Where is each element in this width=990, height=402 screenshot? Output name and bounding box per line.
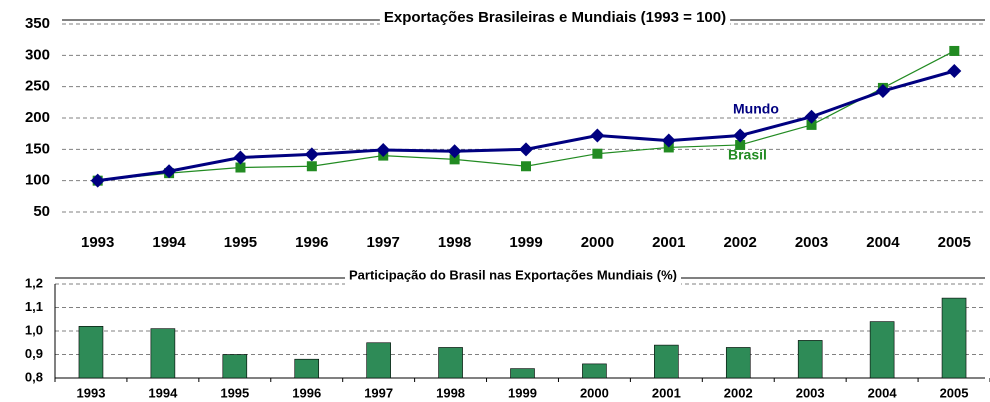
- x-tick-label: 2003: [795, 234, 828, 251]
- marker: [519, 142, 533, 157]
- y-tick-label: 150: [25, 140, 50, 157]
- bar: [366, 342, 391, 379]
- y-tick-label: 350: [25, 15, 50, 32]
- marker: [376, 142, 391, 157]
- marker: [447, 144, 462, 159]
- marker: [949, 45, 960, 56]
- marker: [449, 154, 460, 165]
- marker: [90, 173, 105, 188]
- chart-title: Participação do Brasil nas Exportações M…: [349, 267, 677, 282]
- marker: [304, 147, 319, 162]
- x-tick-label: 1995: [224, 234, 257, 251]
- bar: [150, 328, 176, 379]
- x-tick-label: 2001: [652, 385, 681, 400]
- x-tick-label: 1997: [364, 385, 393, 400]
- bar: [582, 363, 607, 379]
- series-label: Mundo: [733, 101, 779, 117]
- marker: [306, 161, 317, 172]
- marker: [947, 64, 962, 78]
- x-tick-label: 2003: [796, 385, 825, 400]
- marker: [661, 133, 676, 148]
- y-tick-label: 1,2: [25, 275, 43, 290]
- bar: [725, 347, 751, 379]
- bar: [941, 297, 967, 379]
- marker: [590, 128, 605, 143]
- x-tick-label: 1996: [295, 234, 328, 251]
- x-tick-label: 2000: [580, 385, 609, 400]
- x-tick-label: 2002: [724, 385, 753, 400]
- bar: [438, 347, 463, 379]
- x-tick-label: 2000: [581, 234, 614, 251]
- x-tick-label: 1995: [220, 385, 249, 400]
- title-background: [345, 267, 681, 287]
- x-tick-label: 1999: [509, 234, 542, 251]
- x-tick-label: 1993: [81, 234, 114, 251]
- x-tick-label: 1996: [292, 385, 321, 400]
- y-tick-label: 100: [25, 172, 50, 189]
- y-tick-label: 1,1: [25, 299, 43, 314]
- bar: [222, 354, 248, 379]
- marker: [806, 119, 817, 130]
- x-tick-label: 1998: [438, 234, 471, 251]
- marker: [162, 164, 177, 179]
- marker: [804, 109, 819, 124]
- x-tick-label: 1993: [77, 385, 106, 400]
- x-tick-label: 2005: [938, 234, 971, 251]
- x-tick-label: 2004: [868, 385, 898, 400]
- marker: [735, 139, 746, 150]
- y-tick-label: 300: [25, 46, 50, 63]
- y-tick-label: 200: [25, 109, 50, 126]
- x-tick-label: 2005: [940, 385, 969, 400]
- bar: [869, 321, 895, 379]
- x-tick-label: 1998: [436, 385, 465, 400]
- x-tick-label: 2004: [866, 234, 900, 251]
- x-tick-label: 1997: [367, 234, 400, 251]
- x-tick-label: 1994: [148, 385, 178, 400]
- bar: [78, 325, 104, 379]
- marker: [733, 128, 748, 143]
- marker: [875, 84, 890, 99]
- y-tick-label: 250: [25, 78, 50, 95]
- bar: [797, 340, 823, 379]
- marker: [592, 148, 603, 159]
- title-background: [379, 8, 731, 30]
- y-tick-label: 1,0: [25, 322, 43, 337]
- bar: [294, 358, 320, 379]
- y-tick-label: 0,9: [25, 346, 43, 361]
- bar: [654, 344, 679, 379]
- chart-title: Exportações Brasileiras e Mundiais (1993…: [384, 9, 726, 26]
- y-tick-label: 0,8: [25, 369, 43, 384]
- x-tick-label: 2001: [652, 234, 685, 251]
- marker: [233, 150, 248, 165]
- x-tick-label: 1999: [508, 385, 537, 400]
- marker: [521, 161, 531, 172]
- bar: [510, 368, 535, 379]
- x-tick-label: 1994: [152, 234, 186, 251]
- x-tick-label: 2002: [723, 234, 756, 251]
- marker: [235, 162, 246, 173]
- y-tick-label: 50: [33, 203, 50, 220]
- series-label: Brasil: [728, 147, 767, 163]
